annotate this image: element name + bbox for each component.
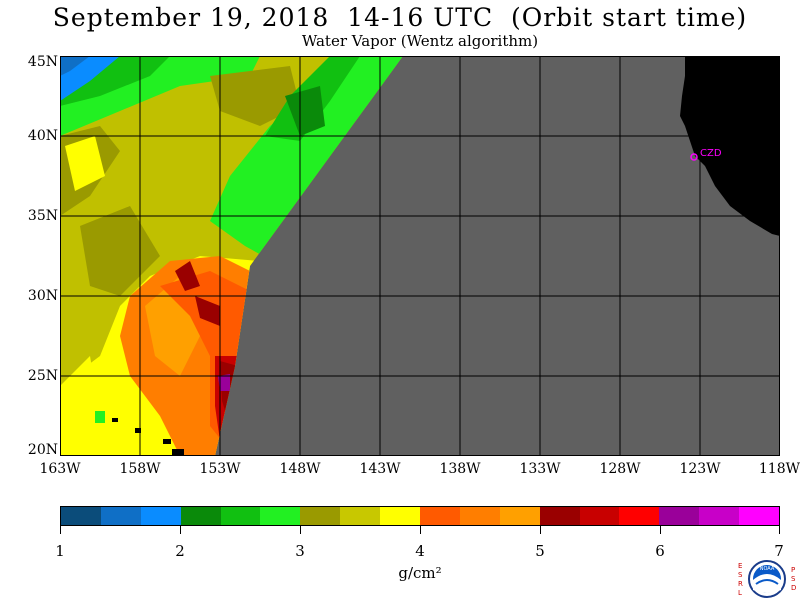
colorbar-segment <box>100 507 141 525</box>
colorbar-segment <box>659 507 700 525</box>
noaa-esrl-psd-logo: E S R L P S D NOAA <box>736 558 798 600</box>
svg-text:NOAA: NOAA <box>760 566 775 572</box>
lon-label-118w: 118W <box>758 461 800 477</box>
colorbar-tick <box>660 526 661 534</box>
lat-label-35n: 35N <box>27 208 58 224</box>
svg-text:L: L <box>738 589 742 597</box>
lat-label-45n: 45N <box>27 54 58 70</box>
colorbar-segment <box>140 507 181 525</box>
colorbar-segment <box>619 507 660 525</box>
colorbar-segment <box>260 507 301 525</box>
colorbar-tick <box>300 526 301 534</box>
colorbar-label-3: 3 <box>295 542 305 560</box>
colorbar-segment <box>459 507 500 525</box>
colorbar-label-5: 5 <box>535 542 545 560</box>
colorbar-tick <box>180 526 181 534</box>
colorbar-segment <box>220 507 261 525</box>
svg-text:S: S <box>791 575 796 583</box>
lon-label-138w: 138W <box>439 461 481 477</box>
lon-label-143w: 143W <box>359 461 401 477</box>
station-marker-czd: CZD <box>690 148 722 161</box>
svg-text:R: R <box>738 580 743 588</box>
colorbar-tick <box>779 526 780 534</box>
colorbar-label-1: 1 <box>55 542 65 560</box>
colorbar-segment <box>499 507 540 525</box>
lon-label-128w: 128W <box>599 461 641 477</box>
colorbar-label-2: 2 <box>175 542 185 560</box>
map-border <box>60 56 780 456</box>
hawaiian-islands <box>112 418 184 456</box>
lat-label-40n: 40N <box>27 128 58 144</box>
graticule <box>60 56 780 456</box>
map-title: September 19, 2018 14-16 UTC (Orbit star… <box>52 3 748 32</box>
svg-text:E: E <box>738 562 742 570</box>
lon-label-148w: 148W <box>279 461 321 477</box>
colorbar-tick <box>420 526 421 534</box>
svg-text:S: S <box>738 571 743 579</box>
lon-label-133w: 133W <box>519 461 561 477</box>
map-subtitle: Water Vapor (Wentz algorithm) <box>301 32 539 50</box>
lat-label-30n: 30N <box>27 288 58 304</box>
colorbar-segment <box>739 507 780 525</box>
colorbar-tick <box>60 526 61 534</box>
colorbar-label-6: 6 <box>655 542 665 560</box>
colorbar-segment <box>340 507 381 525</box>
colorbar-segment <box>380 507 421 525</box>
lon-label-153w: 153W <box>199 461 241 477</box>
lat-label-20n: 20N <box>27 442 58 458</box>
colorbar-segment <box>579 507 620 525</box>
lon-label-123w: 123W <box>679 461 721 477</box>
colorbar-segment <box>539 507 580 525</box>
colorbar-segment <box>699 507 740 525</box>
station-label: CZD <box>700 148 722 159</box>
colorbar-segment <box>420 507 460 525</box>
colorbar-units: g/cm² <box>398 564 442 582</box>
colorbar-segment <box>180 507 221 525</box>
colorbar-label-4: 4 <box>415 542 425 560</box>
colorbar-segment <box>61 507 101 525</box>
lat-label-25n: 25N <box>27 368 58 384</box>
colorbar-tick <box>540 526 541 534</box>
land-mass <box>680 56 780 236</box>
lon-label-158w: 158W <box>119 461 161 477</box>
colorbar <box>60 506 780 526</box>
water-vapor-map: CZD <box>60 56 780 456</box>
lon-label-163w: 163W <box>39 461 81 477</box>
svg-text:P: P <box>791 566 795 574</box>
colorbar-label-7: 7 <box>774 542 784 560</box>
svg-text:D: D <box>791 584 796 592</box>
colorbar-segment <box>300 507 341 525</box>
